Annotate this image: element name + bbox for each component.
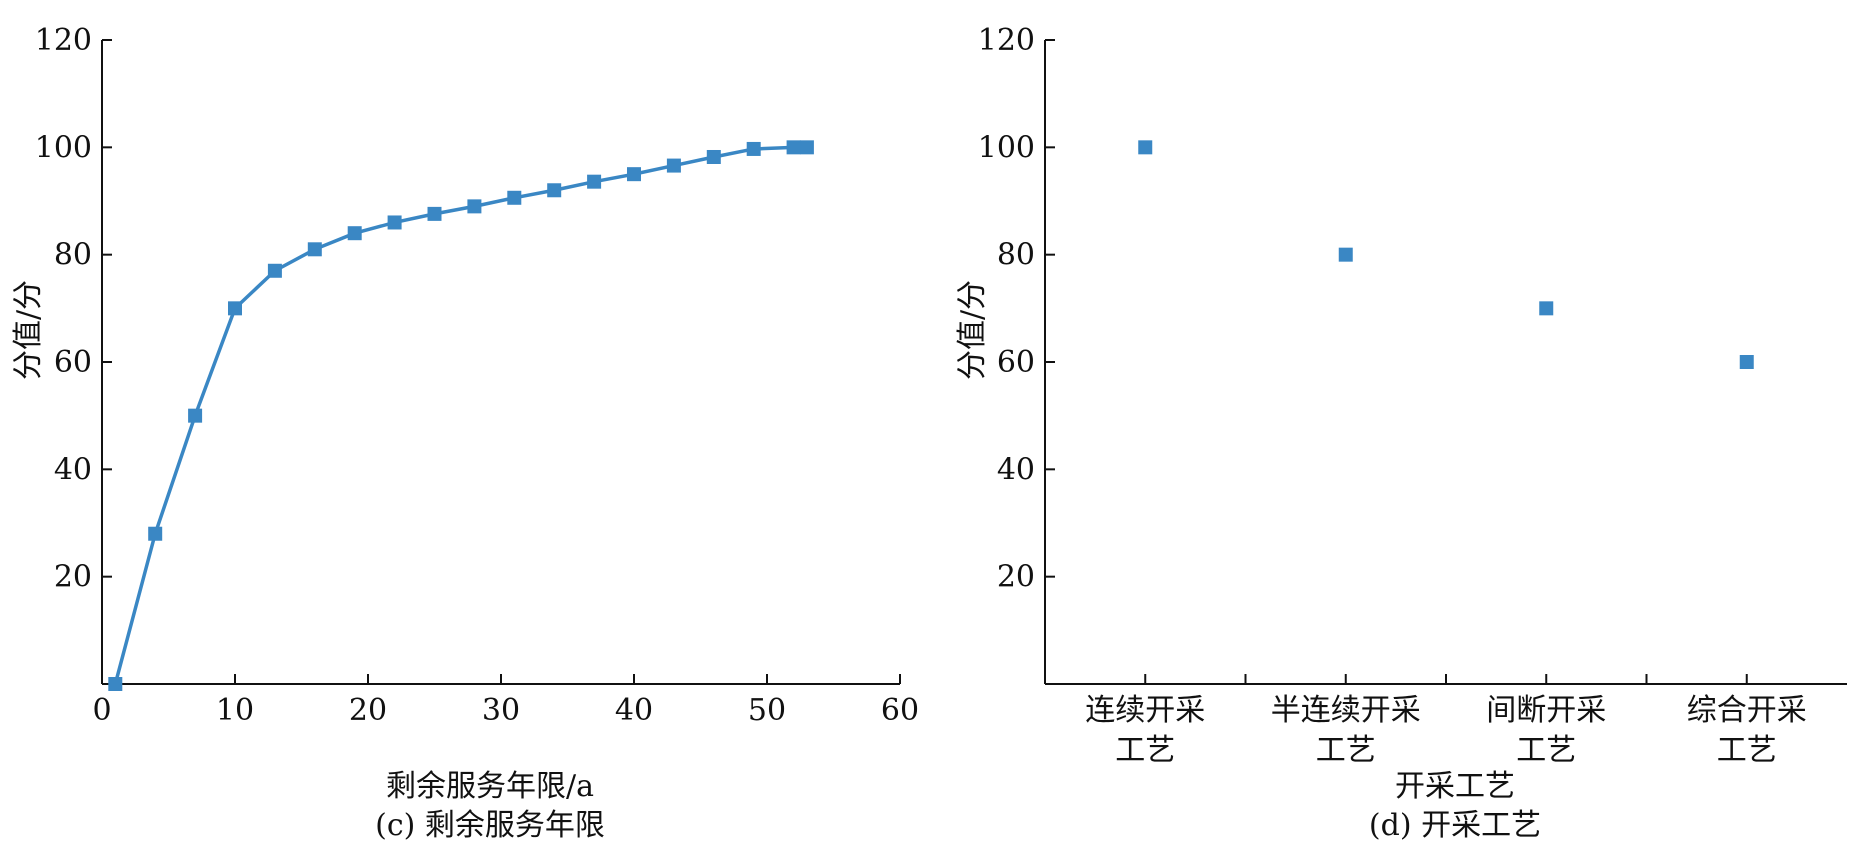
data-point [547,183,562,198]
x-tick-label: 0 [92,693,111,728]
y-tick-label: 100 [978,130,1035,165]
data-point [228,301,242,316]
data-point [467,199,482,214]
series-line [113,145,807,685]
data-point [666,158,681,173]
y-tick-label: 20 [54,560,92,595]
x-category-label: 连续开采 [1085,693,1205,728]
y-tick-label: 60 [54,345,92,380]
x-category-label: 工艺 [1717,733,1777,768]
data-point [786,140,801,155]
y-axis-title: 分值/分 [11,280,46,380]
data-point [1138,140,1153,155]
data-point [148,526,163,541]
x-axis-title: 剩余服务年限/a [386,769,594,804]
data-point [1739,355,1754,369]
x-category-label: 工艺 [1316,733,1376,768]
data-point [1338,247,1353,262]
x-tick-label: 10 [216,693,254,728]
y-tick-label: 60 [997,345,1035,380]
x-axis-title: 开采工艺 [1395,769,1515,804]
x-tick-label: 40 [615,693,653,728]
data-point [307,242,322,257]
data-point [267,263,282,278]
chart-mining-process: 20406080100120连续开采工艺半连续开采工艺间断开采工艺综合开采工艺 … [955,23,1847,843]
x-category-label: 工艺 [1516,733,1576,768]
data-point [746,141,761,156]
data-point [387,215,402,230]
data-point [188,408,203,423]
y-tick-label: 40 [997,452,1035,487]
x-category-label: 半连续开采 [1271,693,1421,728]
x-category-label: 综合开采 [1687,693,1807,728]
y-axis-title: 分值/分 [955,280,990,380]
chart-remaining-service-years: 0 10 20 30 40 50 60 20 40 60 80 100 120 分值/分 剩余服务年限/… [11,23,919,843]
x-tick-label: 30 [482,693,520,728]
data-point [627,167,641,182]
y-tick-label: 120 [978,23,1035,58]
y-tick-label: 40 [54,452,92,487]
y-tick-label: 80 [997,238,1035,273]
data-point [587,174,602,189]
data-point [108,677,123,691]
x-category-label: 工艺 [1115,733,1175,768]
y-tick-label: 20 [997,560,1035,595]
data-point [507,190,522,205]
y-tick-label: 120 [35,23,92,58]
data-point [1539,301,1554,316]
data-point [427,206,442,221]
x-tick-label: 20 [349,693,387,728]
data-point [799,140,814,155]
y-tick-label: 100 [35,130,92,165]
chart-caption: (c) 剩余服务年限 [375,808,605,843]
chart-caption: (d) 开采工艺 [1369,808,1541,843]
y-tick-label: 80 [54,238,92,273]
x-tick-label: 50 [748,693,786,728]
data-point [706,149,721,164]
data-point [347,226,362,241]
x-tick-label: 60 [881,693,919,728]
x-category-label: 间断开采 [1486,693,1606,728]
